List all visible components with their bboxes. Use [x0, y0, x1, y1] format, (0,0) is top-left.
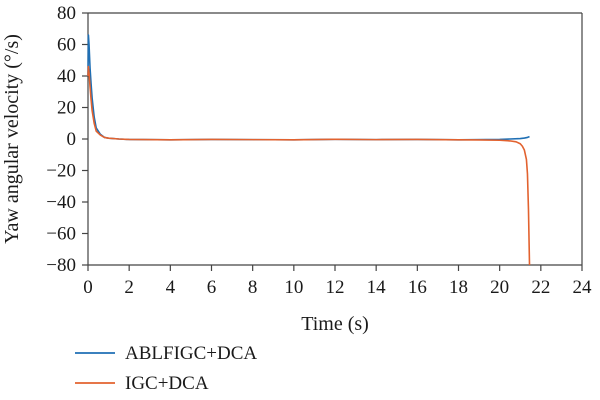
x-tick-label: 18: [449, 277, 468, 298]
y-tick-label: 80: [57, 3, 76, 24]
series-lines: [87, 34, 531, 266]
legend: ABLFIGC+DCA IGC+DCA: [75, 343, 257, 394]
y-axis-title: Yaw angular velocity (°/s): [1, 34, 23, 244]
y-tick-label: 20: [57, 98, 76, 119]
y-tick-label: 40: [57, 66, 76, 87]
x-tick-label: 10: [284, 277, 303, 298]
legend-label: IGC+DCA: [125, 373, 209, 394]
x-tick-label: 8: [248, 277, 258, 298]
x-tick-label: 4: [166, 277, 176, 298]
y-tick-label: 60: [57, 35, 76, 56]
x-tick-label: 24: [573, 277, 593, 298]
x-tick-label: 12: [326, 277, 345, 298]
x-tick-label: 2: [124, 277, 134, 298]
x-axis-title: Time (s): [301, 313, 369, 335]
series-line-ablfigc-dca: [87, 34, 530, 141]
x-tick-label: 14: [367, 277, 387, 298]
x-tick-label: 20: [490, 277, 509, 298]
x-ticks: 0 2 4 6 8 10 12 14 16 18 20 22 24: [83, 265, 592, 298]
x-tick-label: 0: [83, 277, 93, 298]
y-tick-label: −40: [46, 192, 76, 213]
y-ticks: 80 60 40 20 0 −20 −40 −60 −80: [46, 3, 88, 276]
y-tick-label: −60: [46, 224, 76, 245]
x-tick-label: 6: [207, 277, 217, 298]
y-tick-label: −80: [46, 255, 76, 276]
y-tick-label: −20: [46, 161, 76, 182]
series-line-igc-dca: [87, 65, 531, 266]
y-tick-label: 0: [67, 129, 77, 150]
x-tick-label: 22: [531, 277, 550, 298]
legend-label: ABLFIGC+DCA: [125, 343, 257, 364]
x-tick-label: 16: [408, 277, 427, 298]
